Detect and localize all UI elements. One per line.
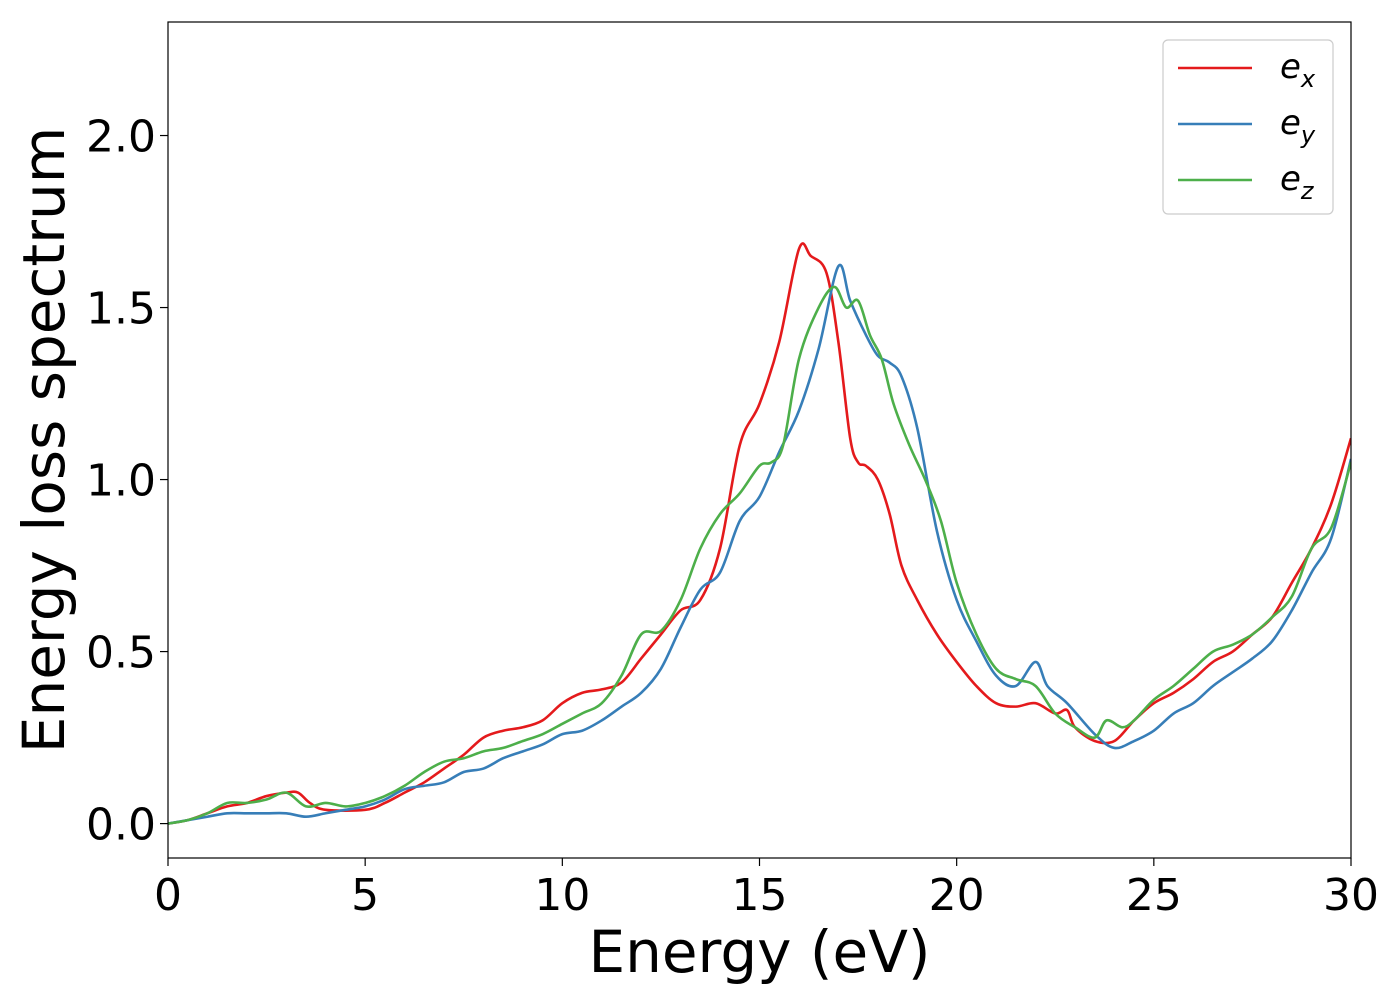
legend-label: ex xyxy=(1280,47,1316,93)
x-tick-label: 15 xyxy=(732,870,788,921)
legend-label: ey xyxy=(1280,103,1316,149)
x-tick-label: 0 xyxy=(154,870,182,921)
y-tick-label: 0.0 xyxy=(86,800,156,851)
x-tick-label: 10 xyxy=(534,870,590,921)
y-tick-label: 1.5 xyxy=(86,284,156,335)
x-tick-label: 5 xyxy=(351,870,379,921)
series-lines xyxy=(168,242,1351,825)
x-tick-label: 30 xyxy=(1323,870,1379,921)
x-tick-label: 20 xyxy=(929,870,985,921)
legend: ex ey ez xyxy=(1162,39,1334,215)
series-line-e-y xyxy=(168,263,1351,825)
legend-entry-e-y: ey xyxy=(1178,103,1316,149)
legend-box xyxy=(1162,39,1334,215)
x-axis-ticks: 0 5 10 15 20 25 30 xyxy=(154,858,1379,921)
y-tick-label: 0.5 xyxy=(86,628,156,679)
y-tick-label: 2.0 xyxy=(86,112,156,163)
series-line-e-x xyxy=(168,242,1351,825)
legend-label: ez xyxy=(1280,159,1315,205)
y-tick-label: 1.0 xyxy=(86,456,156,507)
legend-entry-e-z: ez xyxy=(1178,159,1315,205)
y-axis-label: Energy loss spectrum xyxy=(10,127,78,753)
legend-entry-e-x: ex xyxy=(1178,47,1316,93)
x-tick-label: 25 xyxy=(1126,870,1182,921)
y-axis-ticks: 0.0 0.5 1.0 1.5 2.0 xyxy=(86,112,168,851)
x-axis-label: Energy (eV) xyxy=(588,918,930,986)
series-line-e-z xyxy=(168,285,1351,825)
plot-area-frame xyxy=(167,21,1352,859)
